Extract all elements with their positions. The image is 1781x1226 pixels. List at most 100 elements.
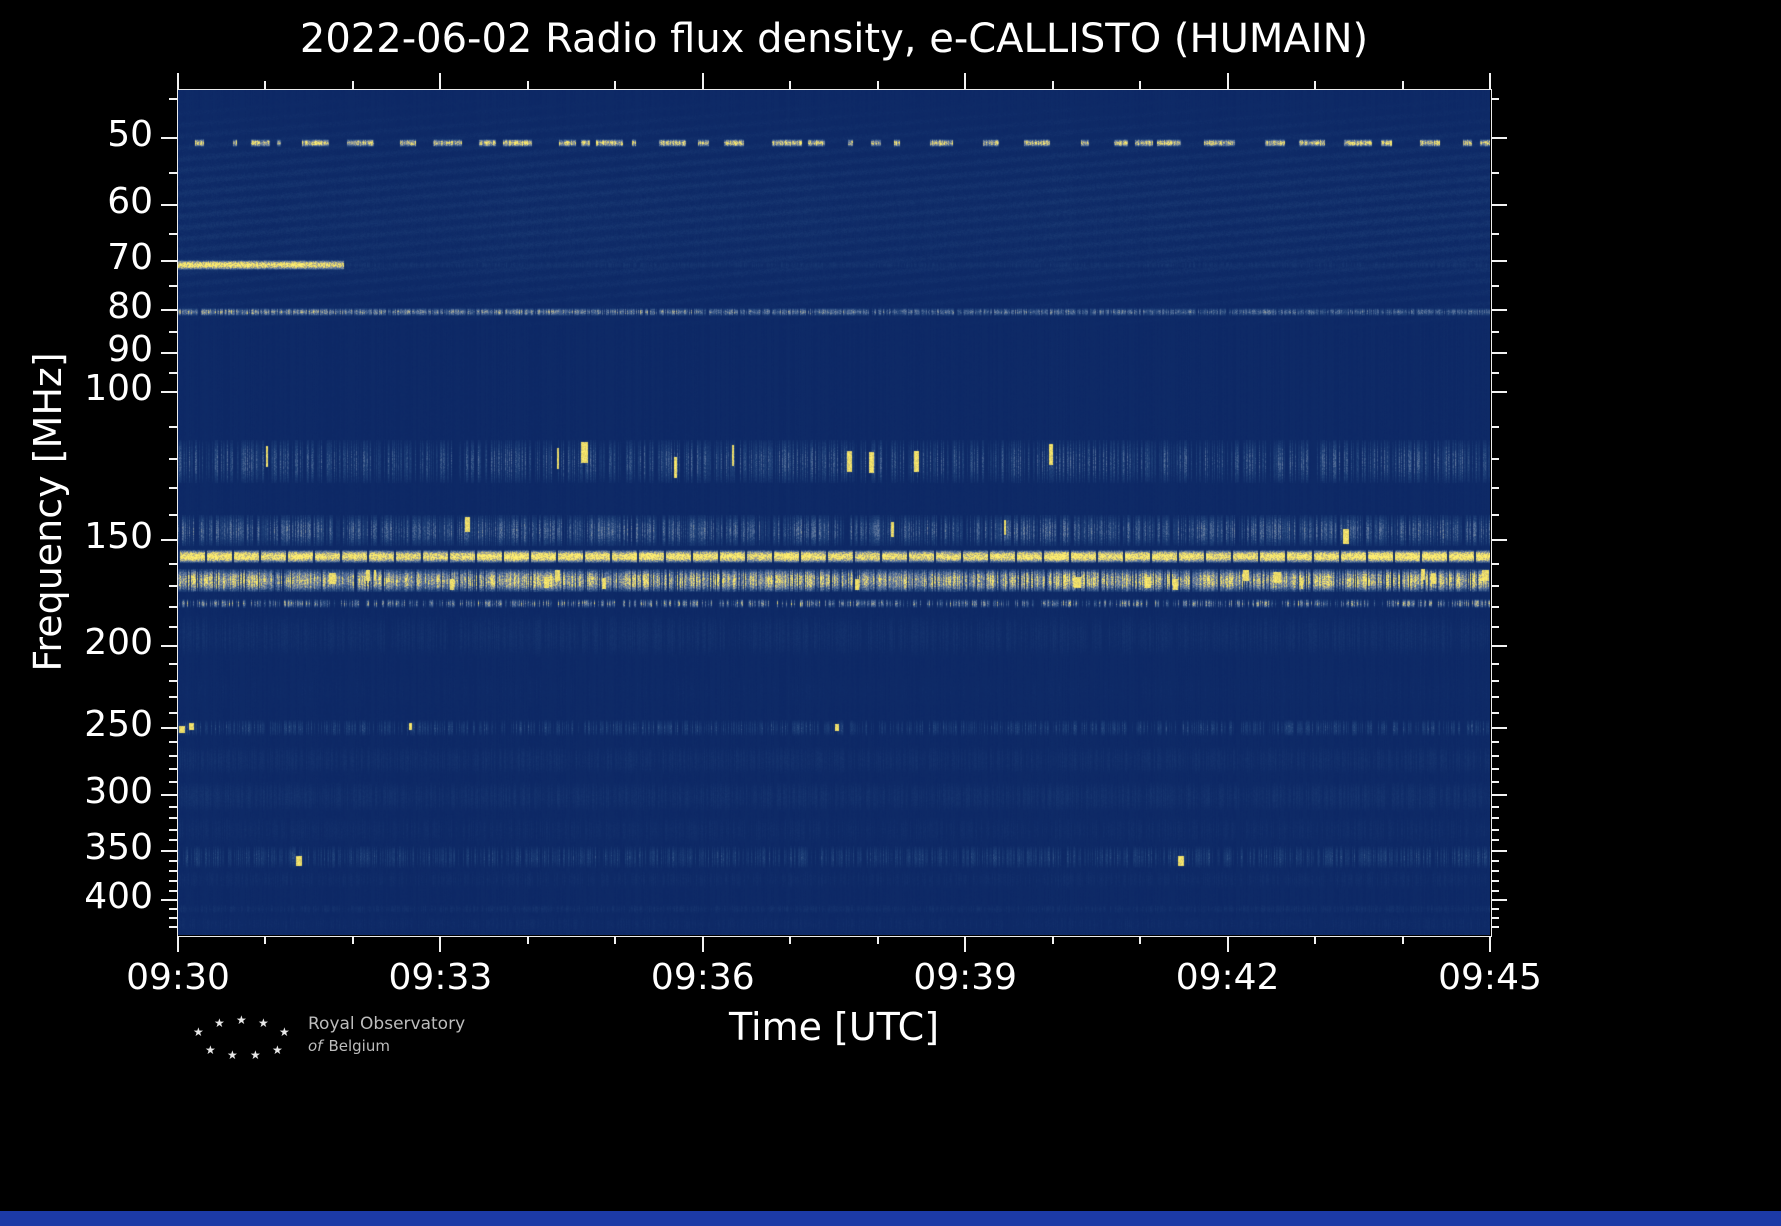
- axis-tick: [161, 726, 177, 729]
- axis-tick: [1491, 860, 1499, 863]
- axis-tick: [161, 390, 177, 393]
- axis-tick: [161, 644, 177, 647]
- axis-tick: [169, 925, 177, 928]
- axis-tick: [1491, 171, 1499, 174]
- axis-tick: [1491, 457, 1499, 460]
- axis-tick: [701, 936, 704, 952]
- axis-tick: [169, 457, 177, 460]
- y-tick-label: 80: [107, 286, 153, 327]
- axis-tick: [1491, 285, 1499, 288]
- axis-tick: [1491, 585, 1499, 588]
- axis-tick: [169, 908, 177, 911]
- axis-tick: [1491, 696, 1499, 699]
- axis-tick: [789, 81, 792, 89]
- star-icon: ★: [250, 1048, 261, 1062]
- star-icon: ★: [279, 1025, 290, 1039]
- axis-tick: [169, 331, 177, 334]
- axis-tick: [526, 81, 529, 89]
- axis-tick: [1401, 936, 1404, 944]
- axis-tick: [1314, 81, 1317, 89]
- axis-tick: [169, 741, 177, 744]
- axis-tick: [161, 203, 177, 206]
- axis-tick: [169, 98, 177, 101]
- axis-tick: [1139, 81, 1142, 89]
- axis-tick: [169, 870, 177, 873]
- axis-tick: [169, 860, 177, 863]
- axis-tick: [1491, 679, 1499, 682]
- y-tick-label: 90: [107, 329, 153, 371]
- x-tick-label: 09:30: [126, 957, 230, 998]
- axis-tick: [526, 936, 529, 944]
- axis-tick: [1491, 644, 1507, 647]
- axis-tick: [1491, 606, 1499, 609]
- axis-tick: [964, 936, 967, 952]
- axis-tick: [1491, 626, 1499, 629]
- axis-tick: [169, 805, 177, 808]
- axis-tick: [169, 817, 177, 820]
- axis-tick: [614, 81, 617, 89]
- y-tick-label: 100: [84, 367, 153, 409]
- axis-tick: [1491, 539, 1507, 542]
- y-tick-label: 300: [84, 770, 153, 812]
- axis-tick: [169, 916, 177, 919]
- plot-frame: [177, 89, 1492, 937]
- axis-tick: [1491, 899, 1507, 902]
- star-icon: ★: [272, 1043, 283, 1057]
- y-tick-label: 150: [84, 516, 153, 558]
- axis-tick: [264, 81, 267, 89]
- axis-tick: [1491, 514, 1499, 517]
- x-tick-label: 09:36: [650, 957, 755, 998]
- y-tick-label: 200: [84, 621, 153, 663]
- axis-tick: [161, 260, 177, 263]
- axis-tick: [1491, 850, 1507, 853]
- axis-tick: [1491, 828, 1499, 831]
- y-tick-label: 400: [84, 876, 153, 918]
- axis-tick: [1489, 936, 1491, 952]
- axis-tick: [1489, 73, 1491, 89]
- axis-tick: [1226, 73, 1229, 89]
- axis-tick: [169, 889, 177, 892]
- axis-tick: [1491, 390, 1507, 393]
- axis-tick: [1491, 880, 1499, 883]
- axis-tick: [169, 880, 177, 883]
- y-axis-label: Frequency [MHz]: [26, 352, 70, 672]
- axis-tick: [169, 372, 177, 374]
- axis-tick: [169, 679, 177, 682]
- axis-tick: [876, 81, 879, 89]
- axis-tick: [161, 309, 177, 311]
- axis-tick: [169, 585, 177, 588]
- axis-tick: [876, 936, 879, 944]
- axis-tick: [1491, 754, 1499, 757]
- axis-tick: [1491, 793, 1507, 796]
- y-tick-label: 70: [107, 237, 153, 279]
- x-tick-label: 09:42: [1175, 957, 1280, 998]
- axis-tick: [1491, 916, 1499, 919]
- axis-tick: [169, 425, 177, 428]
- axis-tick: [1491, 203, 1507, 206]
- axis-tick: [1491, 925, 1499, 928]
- x-axis-label: Time [UTC]: [728, 1005, 940, 1049]
- axis-tick: [1491, 331, 1499, 334]
- axis-tick: [1491, 309, 1507, 311]
- axis-tick: [169, 514, 177, 517]
- axis-tick: [439, 73, 442, 89]
- rob-logo-text-belgium: Belgium: [328, 1037, 390, 1055]
- axis-tick: [1491, 741, 1499, 744]
- axis-tick: [169, 563, 177, 566]
- axis-tick: [177, 73, 179, 89]
- axis-tick: [351, 81, 354, 89]
- star-icon: ★: [193, 1025, 204, 1039]
- axis-tick: [161, 793, 177, 796]
- y-tick-label: 60: [107, 180, 153, 222]
- axis-tick: [1491, 136, 1507, 139]
- star-icon: ★: [258, 1016, 269, 1030]
- axis-tick: [1491, 726, 1507, 729]
- axis-tick: [169, 232, 177, 235]
- axis-tick: [439, 936, 442, 952]
- x-tick-label: 09:33: [388, 957, 493, 998]
- y-tick-label: 250: [84, 703, 153, 745]
- axis-tick: [1491, 352, 1507, 355]
- axis-tick: [1491, 817, 1499, 820]
- axis-tick: [161, 539, 177, 542]
